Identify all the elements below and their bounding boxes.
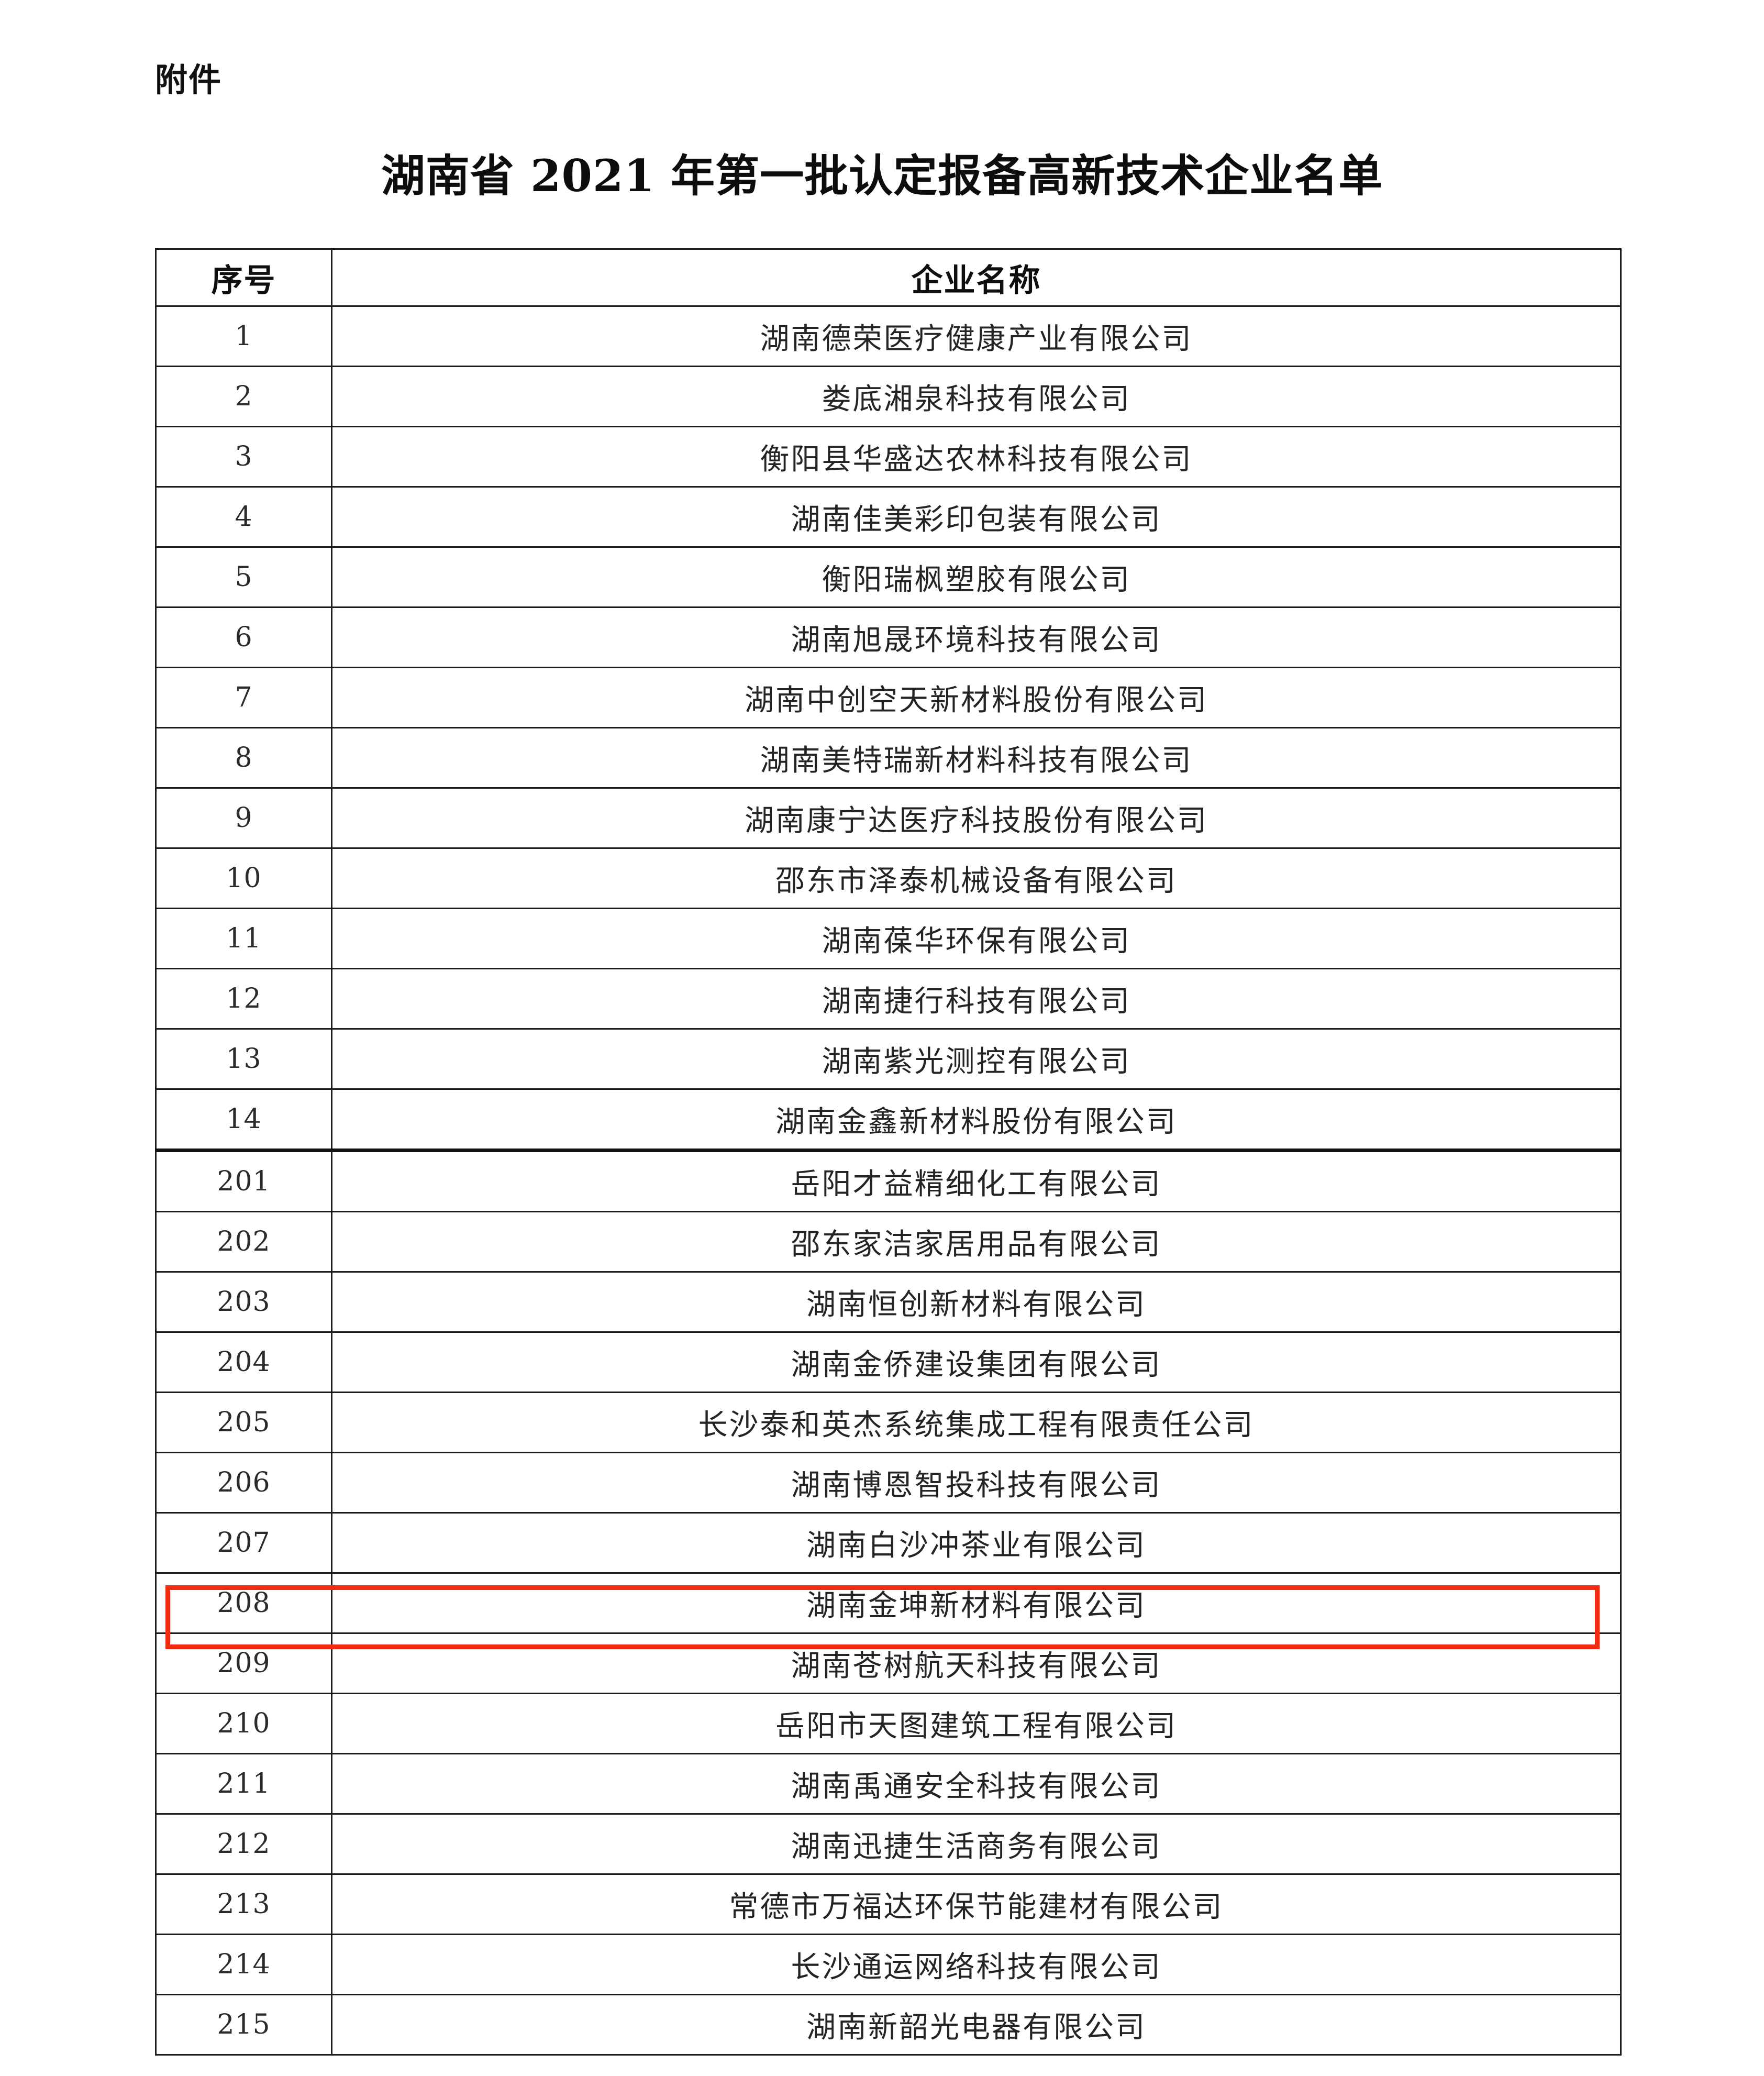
table-row: 1 湖南德荣医疗健康产业有限公司 [155,305,1622,367]
cell-enterprise-name: 衡阳县华盛达农林科技有限公司 [331,426,1622,488]
cell-enterprise-name: 湖南德荣医疗健康产业有限公司 [331,305,1622,367]
table-body: 1 湖南德荣医疗健康产业有限公司 2 娄底湘泉科技有限公司 3 衡阳县华盛达农林科技有限公… [155,305,1622,2056]
cell-enterprise-name: 湖南苍树航天科技有限公司 [331,1632,1622,1694]
cell-sequence-number: 201 [155,1149,332,1212]
cell-enterprise-name: 湖南金坤新材料有限公司 [331,1572,1622,1634]
cell-enterprise-name: 湖南紫光测控有限公司 [331,1028,1622,1090]
cell-sequence-number: 207 [155,1512,332,1574]
table-row: 206 湖南博恩智投科技有限公司 [155,1452,1622,1514]
table-row: 201 岳阳才益精细化工有限公司 [155,1149,1622,1212]
table-row: 207 湖南白沙冲茶业有限公司 [155,1512,1622,1574]
table-row: 211 湖南禹通安全科技有限公司 [155,1753,1622,1815]
cell-enterprise-name: 娄底湘泉科技有限公司 [331,366,1622,427]
cell-enterprise-name: 衡阳瑞枫塑胶有限公司 [331,546,1622,608]
cell-sequence-number: 213 [155,1873,332,1935]
cell-sequence-number: 210 [155,1693,332,1754]
column-header-sequence-number: 序号 [155,248,332,307]
cell-sequence-number: 6 [155,606,332,668]
cell-sequence-number: 13 [155,1028,332,1090]
table-row: 2 娄底湘泉科技有限公司 [155,366,1622,427]
cell-enterprise-name: 常德市万福达环保节能建材有限公司 [331,1873,1622,1935]
cell-enterprise-name: 长沙泰和英杰系统集成工程有限责任公司 [331,1392,1622,1453]
table-header-row: 序号 企业名称 [155,248,1622,307]
table-row: 213 常德市万福达环保节能建材有限公司 [155,1873,1622,1935]
cell-enterprise-name: 湖南美特瑞新材料科技有限公司 [331,727,1622,789]
cell-enterprise-name: 湖南中创空天新材料股份有限公司 [331,667,1622,728]
cell-sequence-number: 2 [155,366,332,427]
cell-enterprise-name: 岳阳才益精细化工有限公司 [331,1149,1622,1212]
enterprise-list-table-wrapper: 序号 企业名称 1 湖南德荣医疗健康产业有限公司 2 娄底湘泉科技有限公司 3 衡阳县华盛… [155,248,1622,2056]
cell-enterprise-name: 邵东市泽泰机械设备有限公司 [331,847,1622,909]
cell-sequence-number: 212 [155,1813,332,1875]
cell-enterprise-name: 湖南旭晟环境科技有限公司 [331,606,1622,668]
cell-enterprise-name: 湖南金侨建设集团有限公司 [331,1331,1622,1393]
table-row: 205 长沙泰和英杰系统集成工程有限责任公司 [155,1392,1622,1453]
cell-sequence-number: 12 [155,968,332,1030]
cell-sequence-number: 215 [155,1994,332,2056]
cell-sequence-number: 206 [155,1452,332,1514]
cell-sequence-number: 14 [155,1088,332,1152]
cell-sequence-number: 214 [155,1934,332,1995]
table-row: 3 衡阳县华盛达农林科技有限公司 [155,426,1622,488]
cell-sequence-number: 3 [155,426,332,488]
table-row: 5 衡阳瑞枫塑胶有限公司 [155,546,1622,608]
cell-enterprise-name: 湖南新韶光电器有限公司 [331,1994,1622,2056]
table-row: 14 湖南金鑫新材料股份有限公司 [155,1088,1622,1152]
cell-sequence-number: 5 [155,546,332,608]
cell-sequence-number: 211 [155,1753,332,1815]
table-row: 210 岳阳市天图建筑工程有限公司 [155,1693,1622,1754]
table-row: 12 湖南捷行科技有限公司 [155,968,1622,1030]
cell-sequence-number: 204 [155,1331,332,1393]
cell-enterprise-name: 湖南康宁达医疗科技股份有限公司 [331,787,1622,849]
cell-sequence-number: 11 [155,908,332,969]
table-row: 203 湖南恒创新材料有限公司 [155,1271,1622,1333]
column-header-enterprise-name: 企业名称 [331,248,1622,307]
table-row: 10 邵东市泽泰机械设备有限公司 [155,847,1622,909]
table-row: 208 湖南金坤新材料有限公司 [155,1572,1622,1634]
cell-enterprise-name: 邵东家洁家居用品有限公司 [331,1211,1622,1273]
cell-enterprise-name: 湖南金鑫新材料股份有限公司 [331,1088,1622,1152]
table-row: 13 湖南紫光测控有限公司 [155,1028,1622,1090]
cell-enterprise-name: 湖南迅捷生活商务有限公司 [331,1813,1622,1875]
table-row: 204 湖南金侨建设集团有限公司 [155,1331,1622,1393]
table-row: 11 湖南葆华环保有限公司 [155,908,1622,969]
enterprise-list-table: 序号 企业名称 1 湖南德荣医疗健康产业有限公司 2 娄底湘泉科技有限公司 3 衡阳县华盛… [155,248,1622,2056]
table-row: 4 湖南佳美彩印包装有限公司 [155,486,1622,548]
cell-sequence-number: 202 [155,1211,332,1273]
table-row: 9 湖南康宁达医疗科技股份有限公司 [155,787,1622,849]
cell-enterprise-name: 湖南捷行科技有限公司 [331,968,1622,1030]
table-row: 8 湖南美特瑞新材料科技有限公司 [155,727,1622,789]
cell-sequence-number: 7 [155,667,332,728]
cell-enterprise-name: 湖南恒创新材料有限公司 [331,1271,1622,1333]
cell-sequence-number: 10 [155,847,332,909]
table-row: 6 湖南旭晟环境科技有限公司 [155,606,1622,668]
cell-sequence-number: 9 [155,787,332,849]
cell-sequence-number: 208 [155,1572,332,1634]
table-row: 214 长沙通运网络科技有限公司 [155,1934,1622,1995]
cell-enterprise-name: 湖南禹通安全科技有限公司 [331,1753,1622,1815]
cell-enterprise-name: 湖南白沙冲茶业有限公司 [331,1512,1622,1574]
cell-sequence-number: 1 [155,305,332,367]
cell-sequence-number: 8 [155,727,332,789]
cell-sequence-number: 4 [155,486,332,548]
table-head: 序号 企业名称 [155,248,1622,307]
table-row: 209 湖南苍树航天科技有限公司 [155,1632,1622,1694]
table-row: 215 湖南新韶光电器有限公司 [155,1994,1622,2056]
table-row: 7 湖南中创空天新材料股份有限公司 [155,667,1622,728]
page-title: 湖南省 2021 年第一批认定报备高新技术企业名单 [381,150,1383,202]
cell-enterprise-name: 湖南佳美彩印包装有限公司 [331,486,1622,548]
cell-sequence-number: 203 [155,1271,332,1333]
cell-enterprise-name: 湖南葆华环保有限公司 [331,908,1622,969]
cell-enterprise-name: 岳阳市天图建筑工程有限公司 [331,1693,1622,1754]
attachment-label: 附件 [155,61,223,99]
cell-enterprise-name: 长沙通运网络科技有限公司 [331,1934,1622,1995]
table-row: 202 邵东家洁家居用品有限公司 [155,1211,1622,1273]
cell-sequence-number: 209 [155,1632,332,1694]
cell-sequence-number: 205 [155,1392,332,1453]
table-row: 212 湖南迅捷生活商务有限公司 [155,1813,1622,1875]
cell-enterprise-name: 湖南博恩智投科技有限公司 [331,1452,1622,1514]
